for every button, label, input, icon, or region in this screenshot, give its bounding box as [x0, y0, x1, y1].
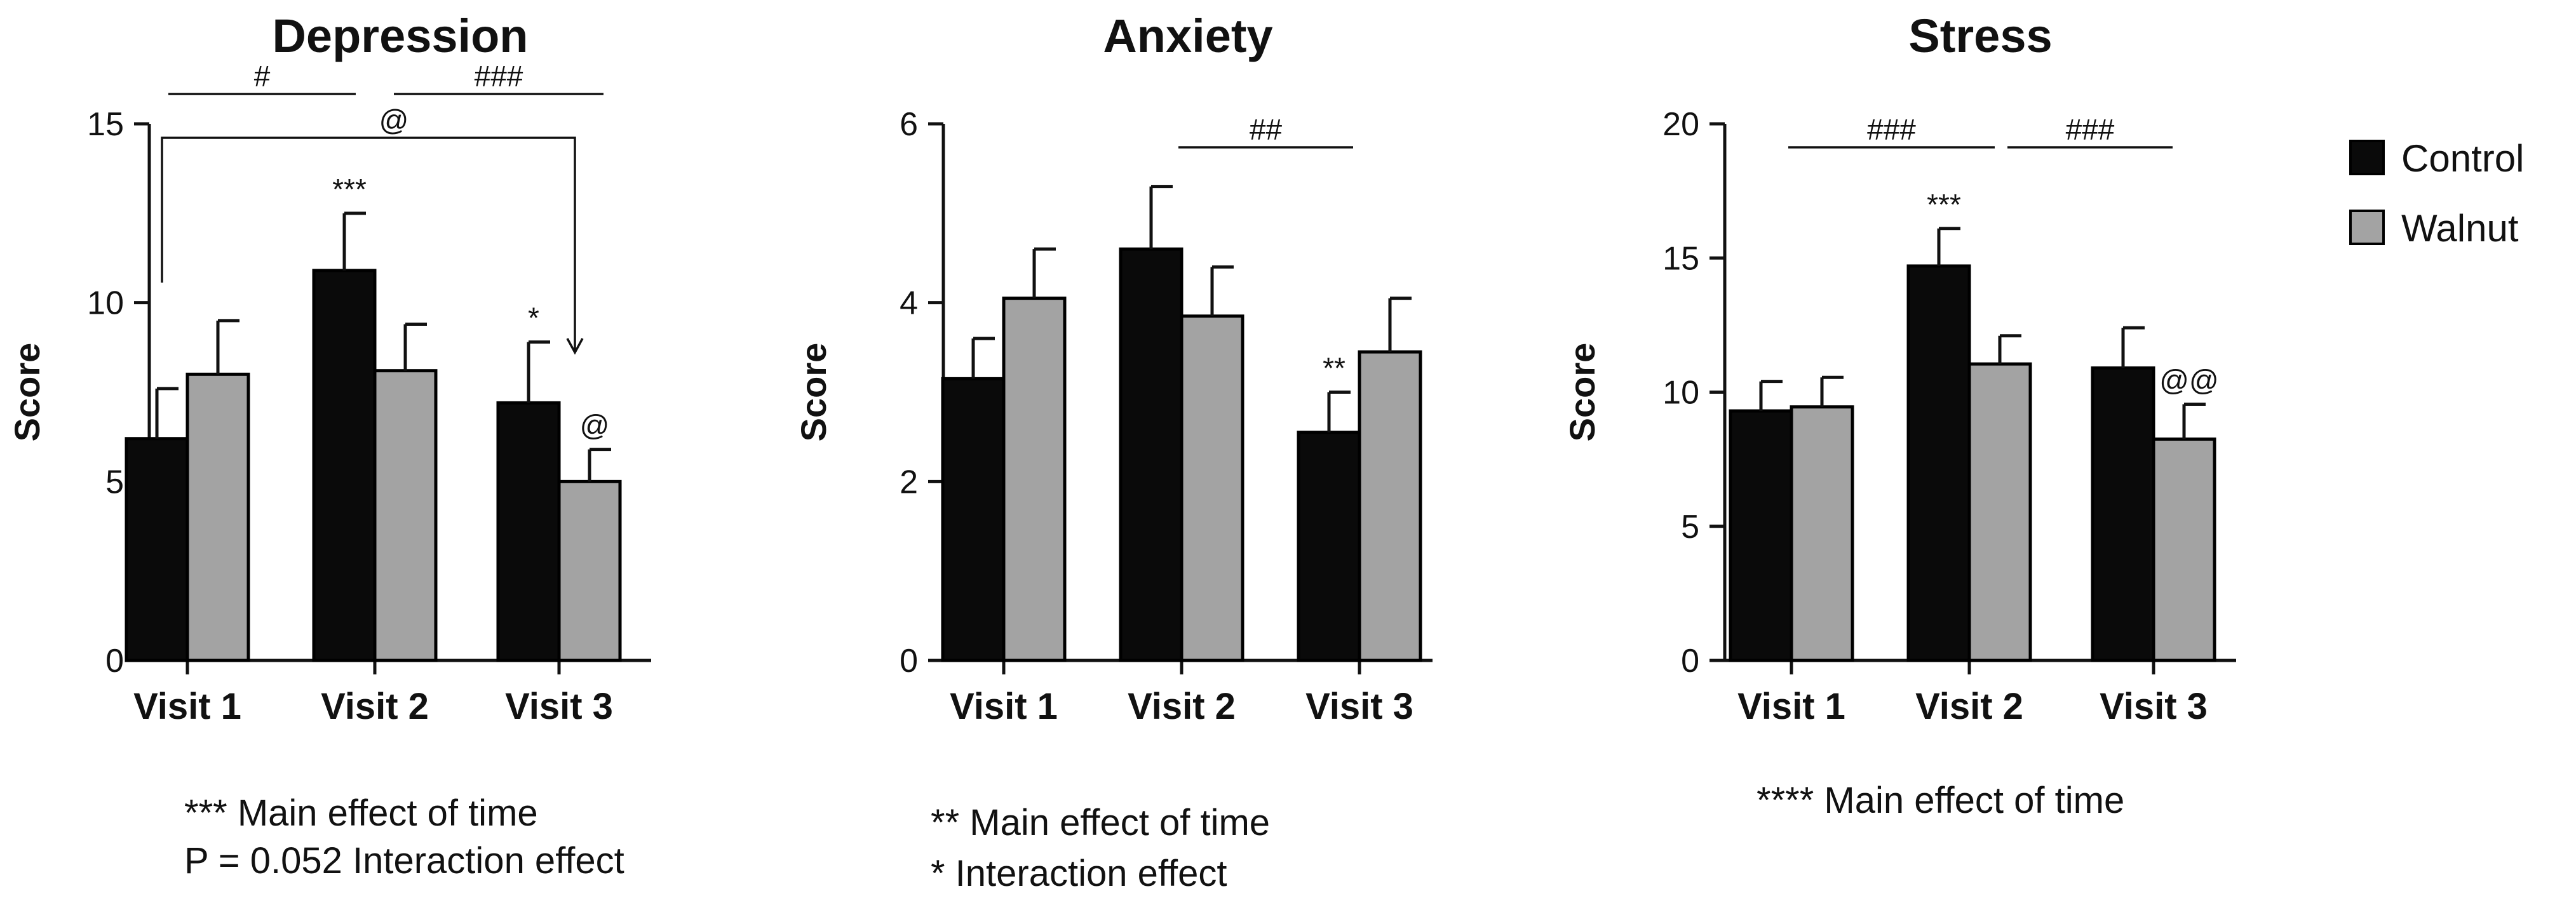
- bar-walnut-visit-2: [373, 369, 438, 662]
- x-tick-label: Visit 1: [950, 686, 1058, 727]
- y-tick-label: 15: [87, 106, 124, 143]
- bar-walnut-visit-2: [1180, 314, 1244, 662]
- y-tick-label: 5: [1681, 509, 1699, 546]
- bar-control-visit-1: [941, 377, 1006, 662]
- bar-walnut-visit-3: [557, 479, 622, 662]
- y-axis-label: Score: [7, 343, 47, 442]
- bracket-label: ###: [475, 60, 523, 93]
- y-tick-label: 0: [900, 643, 918, 679]
- chart-title: Stress: [1908, 10, 2052, 62]
- bar-control-visit-2: [1906, 264, 1971, 662]
- bracket-label: ##: [1250, 113, 1283, 146]
- y-tick-label: 15: [1662, 240, 1699, 277]
- bracket-label: ###: [1867, 113, 1916, 146]
- bracket-label: #: [254, 60, 271, 93]
- bar-control-visit-2: [1119, 247, 1183, 662]
- bracket-line: [161, 137, 576, 352]
- bar-control-visit-3: [1297, 431, 1361, 662]
- stress-panel: Stress Score 0 5 10 15 20 Visit 1 Visit 2 Visit 3…: [1562, 10, 2236, 821]
- chart-title: Anxiety: [1103, 10, 1272, 62]
- x-tick-label: Visit 2: [321, 686, 429, 727]
- significance-label: @@: [2159, 364, 2218, 397]
- bar-control-visit-1: [125, 437, 189, 662]
- x-tick-label: Visit 3: [505, 686, 613, 727]
- bar-walnut-visit-1: [1002, 297, 1067, 662]
- footnote: * Interaction effect: [931, 853, 1227, 894]
- x-tick-label: Visit 1: [1737, 686, 1845, 727]
- significance-label: *: [528, 302, 539, 335]
- y-tick-label: 6: [900, 106, 918, 143]
- bracket-label: @: [379, 104, 409, 137]
- bar-control-visit-1: [1729, 409, 1793, 662]
- y-axis-label: Score: [1562, 343, 1602, 442]
- bar-walnut-visit-1: [185, 372, 250, 662]
- x-tick-label: Visit 3: [1305, 686, 1413, 727]
- x-tick-label: Visit 2: [1915, 686, 2023, 727]
- bar-control-visit-3: [2091, 366, 2155, 662]
- anxiety-panel: Anxiety Score 0 2 4 6 Visit 1 Visit 2 Visit 3 ** #…: [793, 10, 1433, 894]
- legend-swatch-control: [2349, 140, 2385, 175]
- y-tick-label: 2: [900, 464, 918, 500]
- significance-label: **: [1323, 352, 1345, 385]
- legend-swatch-walnut: [2349, 210, 2385, 245]
- y-tick-label: 0: [1681, 643, 1699, 679]
- x-tick-label: Visit 1: [133, 686, 241, 727]
- bracket-arrow: [566, 338, 584, 355]
- y-axis-label: Score: [793, 343, 833, 442]
- x-tick-label: Visit 2: [1128, 686, 1236, 727]
- significance-label: @: [580, 409, 610, 442]
- x-tick-label: Visit 3: [2100, 686, 2208, 727]
- footnote: ** Main effect of time: [931, 802, 1270, 843]
- y-tick-label: 10: [1662, 375, 1699, 412]
- bar-walnut-visit-3: [1358, 350, 1422, 662]
- bar-control-visit-2: [312, 269, 377, 662]
- y-tick-label: 0: [105, 643, 124, 679]
- significance-label: ***: [332, 173, 367, 206]
- significance-label: ***: [1927, 188, 1961, 221]
- legend-label-control: Control: [2401, 137, 2524, 180]
- y-tick-label: 4: [900, 285, 918, 322]
- legend-label-walnut: Walnut: [2401, 207, 2519, 250]
- bar-walnut-visit-1: [1790, 405, 1854, 662]
- footnote: P = 0.052 Interaction effect: [184, 840, 624, 881]
- bar-walnut-visit-2: [1967, 362, 2032, 662]
- bracket-label: ###: [2066, 113, 2115, 146]
- footnote: **** Main effect of time: [1757, 780, 2124, 821]
- bar-walnut-visit-3: [2152, 437, 2216, 662]
- depression-panel: Depression Score 0 5 10 15 Visit 1 Visit 2 Visit…: [7, 10, 651, 881]
- footnote: *** Main effect of time: [184, 793, 538, 834]
- y-tick-label: 20: [1662, 106, 1699, 143]
- chart-title: Depression: [272, 10, 528, 62]
- bar-control-visit-3: [496, 401, 561, 662]
- legend: Control Walnut: [2349, 137, 2524, 250]
- y-tick-label: 10: [87, 285, 124, 322]
- y-tick-label: 5: [105, 464, 124, 500]
